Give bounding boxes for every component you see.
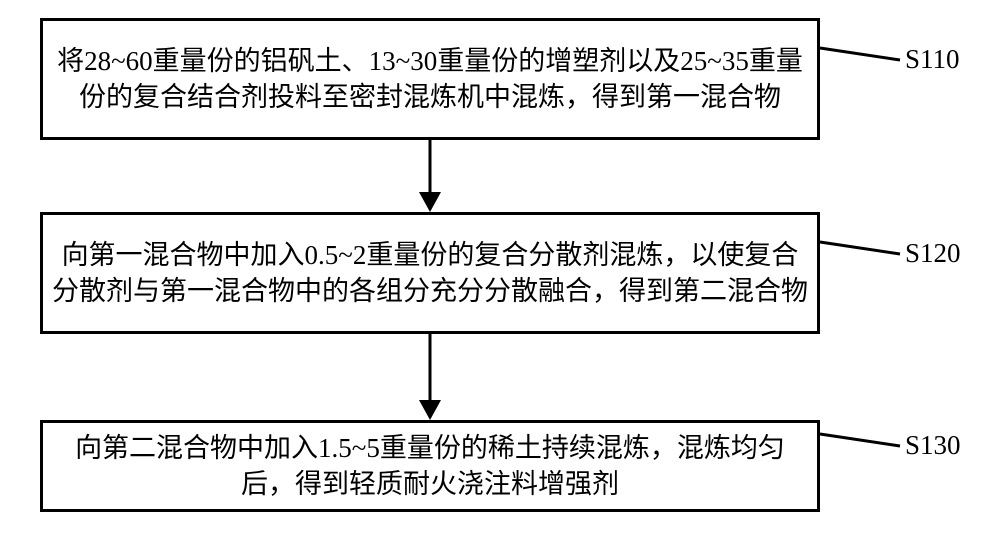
flowchart-canvas: 将28~60重量份的铝矾土、13~30重量份的增塑剂以及25~35重量份的复合结… xyxy=(0,0,1000,546)
leader-line xyxy=(820,48,900,60)
flow-arrow xyxy=(419,334,441,420)
flow-arrow xyxy=(419,140,441,212)
leader-line xyxy=(820,242,900,254)
connector-layer xyxy=(0,0,1000,546)
leader-line xyxy=(820,434,900,446)
